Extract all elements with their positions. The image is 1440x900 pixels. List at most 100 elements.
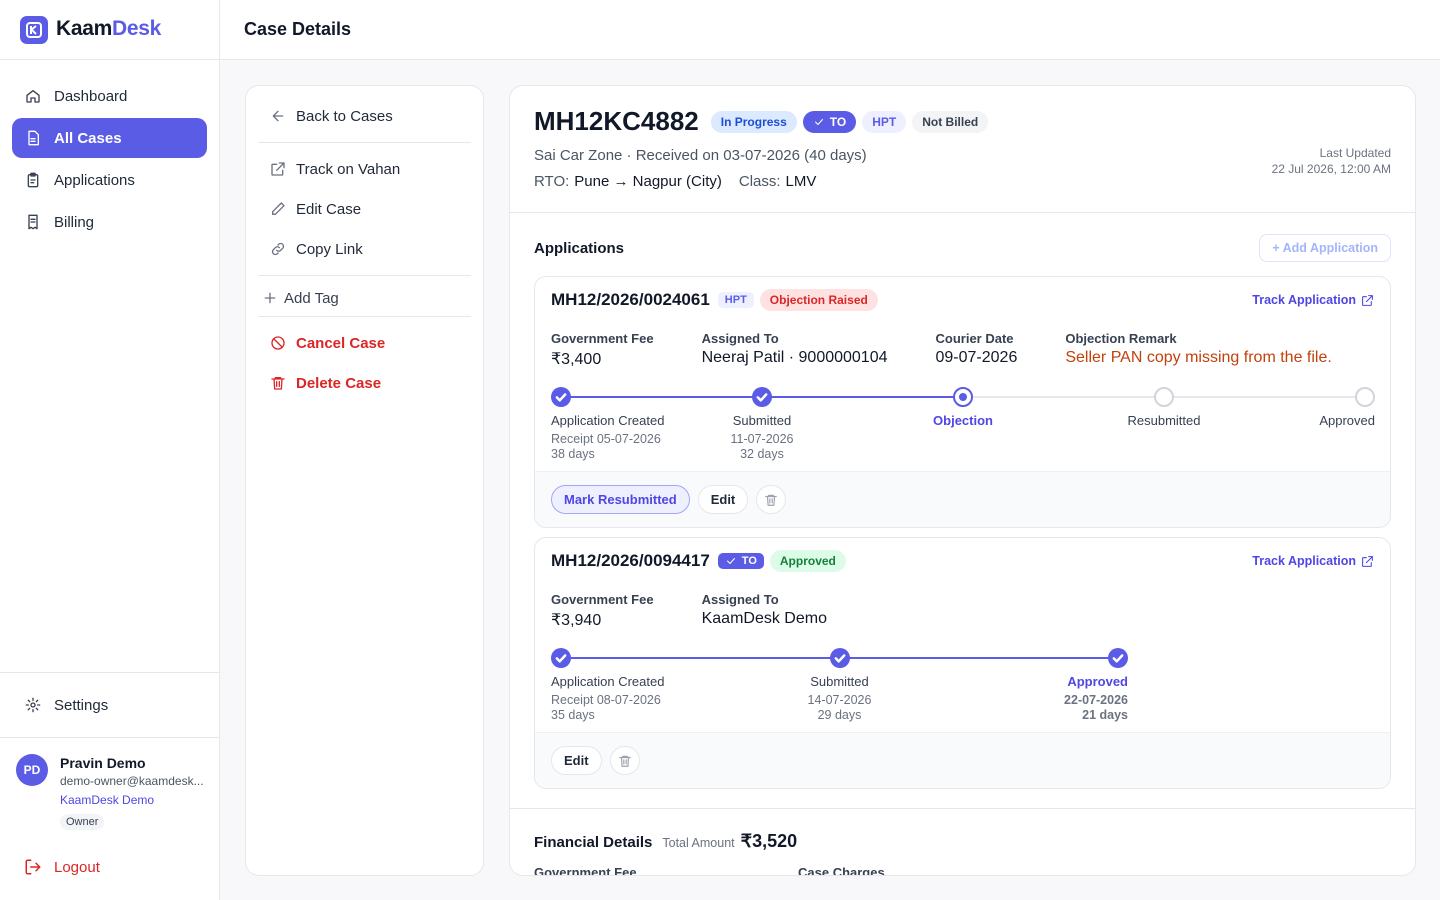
step-detail: 22-07-2026	[1064, 693, 1128, 707]
badge-text: Objection Raised	[769, 293, 868, 307]
field-label: Objection Remark	[1065, 331, 1177, 346]
logo	[20, 16, 48, 44]
sidebar: KaamDesk Dashboard All Cases Applications Bi…	[0, 0, 220, 900]
badge: Not Billed	[912, 110, 989, 133]
step-connector	[762, 396, 963, 398]
add-application[interactable]: + Add Application	[1259, 234, 1391, 262]
field: Objection Remark Seller PAN copy missing …	[1065, 331, 1331, 369]
page-title: Case Details	[244, 19, 352, 39]
brand-name: KaamDesk	[56, 17, 161, 41]
step-connector	[839, 657, 1118, 659]
step-connector	[1164, 396, 1365, 398]
step-label: Approved 22-07-2026 21 days	[1064, 674, 1128, 723]
field-value: ₹3,400	[551, 351, 602, 368]
step-node	[1108, 648, 1128, 668]
application-card: MH12/2026/0024061 HPT Objection Raised Trac…	[534, 276, 1391, 528]
logout[interactable]: Logout	[24, 858, 100, 876]
track-application[interactable]: Track Application	[1252, 554, 1374, 568]
nav-label: All Cases	[54, 129, 122, 147]
step-detail: 35 days	[551, 708, 595, 722]
action-item[interactable]: Cancel Case	[270, 331, 385, 355]
actions-panel: Back to Cases Track on Vahan Edit Case Copy…	[245, 85, 484, 876]
action-label: Back to Cases	[296, 107, 393, 125]
step-detail: 14-07-2026	[807, 693, 872, 707]
application-header: MH12/2026/0024061 HPT Objection Raised	[551, 289, 878, 311]
delete-button[interactable]	[609, 746, 640, 775]
step-label: Approved	[1319, 413, 1375, 432]
step-name: Submitted	[732, 413, 792, 428]
step-node	[829, 648, 850, 668]
action-item[interactable]: Edit Case	[270, 197, 361, 221]
action-label: Cancel Case	[296, 334, 386, 352]
badge: TO	[717, 553, 764, 569]
badge-text: HPT	[872, 114, 897, 129]
action-item[interactable]: Track on Vahan	[270, 157, 400, 181]
progress-steps: Application Created Receipt 05-07-2026 38 …	[551, 387, 1375, 467]
financial-header: Financial Details Total Amount ₹3,520	[534, 831, 797, 852]
label: Class:	[738, 173, 781, 190]
delete-button[interactable]	[756, 485, 787, 514]
nav-label: Settings	[54, 696, 109, 714]
fields: Government Fee ₹3,940 Assigned To KaamDesk …	[551, 592, 827, 630]
track-label: Track Application	[1252, 293, 1356, 307]
step-label: Submitted 11-07-2026 32 days	[730, 413, 793, 462]
divider	[510, 808, 1415, 809]
button[interactable]: Edit	[697, 485, 749, 514]
action-item[interactable]: Add Tag	[262, 286, 339, 310]
badge-text: Not Billed	[922, 114, 979, 129]
divider	[510, 212, 1415, 213]
badge-text: TO	[829, 114, 847, 129]
brand-part: Kaam	[56, 17, 112, 40]
divider	[258, 142, 471, 143]
action-label: Copy Link	[296, 240, 363, 258]
last-updated: 22 Jul 2026, 12:00 AM	[1271, 162, 1391, 176]
nav-item[interactable]: Billing	[12, 202, 207, 242]
badge: HPT	[862, 110, 907, 133]
action-item[interactable]: Delete Case	[270, 371, 381, 395]
nav-item[interactable]: Dashboard	[12, 76, 207, 116]
field-value: Seller PAN copy missing from the file.	[1065, 349, 1332, 366]
field-value: ₹3,940	[551, 612, 602, 629]
action-item[interactable]: Back to Cases	[270, 104, 393, 128]
step-label: Objection	[933, 413, 993, 432]
case-route: RTO: Pune → Nagpur (City) Class: LMV	[534, 173, 816, 190]
nav-label: Billing	[54, 213, 95, 231]
field-value: Neeraj Patil · 9000000104	[701, 349, 888, 366]
step-detail: 32 days	[740, 447, 784, 461]
step-node	[551, 387, 571, 407]
value: Pune → Nagpur (City)	[574, 173, 722, 190]
total-value: ₹3,520	[740, 831, 798, 851]
badge-text: HPT	[724, 294, 747, 306]
button[interactable]: Mark Resubmitted	[551, 485, 690, 514]
divider	[0, 59, 219, 60]
user-org: KaamDesk Demo	[60, 793, 155, 807]
field: Government Fee ₹3,940	[551, 592, 654, 630]
button[interactable]: Edit	[551, 746, 602, 775]
step-detail: 29 days	[817, 708, 862, 722]
nav-item[interactable]: All Cases	[12, 118, 207, 158]
label: RTO:	[534, 173, 570, 190]
logout-label: Logout	[54, 858, 100, 876]
step-node	[953, 387, 973, 407]
field-value: 09-07-2026	[935, 349, 1018, 366]
action-label: Add Tag	[284, 289, 339, 307]
progress-steps: Application Created Receipt 08-07-2026 35 …	[551, 648, 1128, 728]
step-node	[1154, 387, 1174, 407]
nav-item[interactable]: Applications	[12, 160, 207, 200]
field: Courier Date 09-07-2026	[936, 331, 1018, 369]
divider	[0, 672, 219, 673]
step-node	[551, 648, 571, 668]
step-label: Application Created Receipt 08-07-2026 35 …	[551, 674, 664, 723]
track-application[interactable]: Track Application	[1252, 293, 1374, 307]
action-item[interactable]: Copy Link	[270, 237, 363, 261]
case-id: MH12KC4882	[534, 106, 699, 136]
case-summary: Sai Car Zone · Received on 03-07-2026 (4…	[534, 147, 867, 164]
step-connector	[561, 657, 840, 659]
step-name: Resubmitted	[1127, 413, 1201, 428]
step-detail: 11-07-2026	[730, 432, 794, 446]
step-name: Approved	[1319, 413, 1375, 428]
nav-item[interactable]: Settings	[12, 685, 207, 725]
step-detail: Receipt 05-07-2026	[551, 432, 661, 446]
badge: Objection Raised	[759, 289, 878, 311]
top-header: Case Details	[220, 0, 1440, 60]
